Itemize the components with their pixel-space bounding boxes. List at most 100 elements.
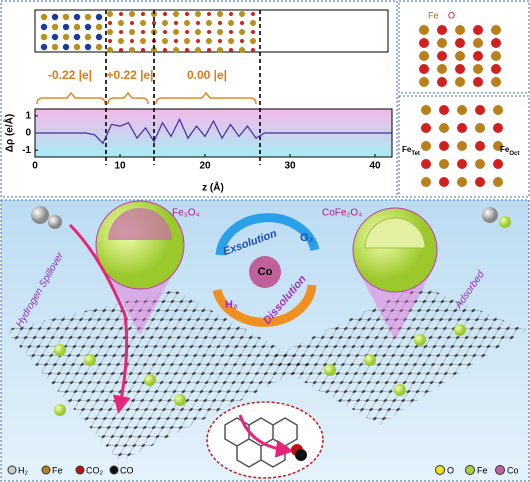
atom (73, 13, 81, 21)
atom (229, 30, 233, 34)
atom (491, 25, 501, 35)
atom (439, 177, 449, 187)
legend-swatch (435, 465, 445, 475)
atom (473, 64, 483, 74)
atom (206, 20, 212, 26)
atom (251, 30, 255, 34)
atom (141, 48, 145, 52)
legend: H₂ Fe CO₂ CO O Fe Co (7, 465, 519, 475)
atom (62, 43, 70, 51)
lattice (224, 417, 298, 468)
atom (491, 77, 501, 87)
atom (419, 64, 429, 74)
site-label: FeTet (402, 145, 420, 156)
atom (174, 21, 178, 25)
atom (207, 30, 211, 34)
atom (62, 23, 70, 31)
legend-label: Fe (52, 465, 63, 475)
boundaries (105, 10, 261, 165)
atom (108, 39, 112, 43)
atom (218, 21, 222, 25)
legend-label: CO (120, 465, 134, 475)
atom (95, 13, 103, 21)
atom (251, 12, 255, 16)
phase-label: CoFe₂O₄ (322, 208, 362, 219)
atom (473, 38, 483, 48)
particle (482, 207, 498, 223)
atom-label: O (448, 10, 455, 20)
data-line (35, 117, 392, 145)
atom (437, 25, 447, 35)
particle (499, 216, 511, 228)
x-tick-label: 0 (32, 161, 38, 172)
graphene-sheet (5, 290, 310, 462)
atom (475, 123, 485, 133)
atom (162, 38, 168, 44)
site-label: Fe (500, 145, 510, 154)
atom (95, 23, 103, 31)
atom (184, 20, 190, 26)
particle (414, 334, 426, 346)
charge-label: 0.00 |e| (187, 68, 227, 82)
scheme-label: O₂ (300, 232, 314, 244)
atom (40, 43, 48, 51)
particle (174, 394, 186, 406)
atom (108, 21, 112, 25)
atom (95, 33, 103, 41)
atom (439, 159, 449, 169)
atom (195, 11, 201, 17)
site-subscript: Tet (411, 151, 420, 157)
legend-swatch (109, 465, 119, 475)
sphere-cut (108, 208, 172, 240)
atom (196, 21, 200, 25)
atom (228, 38, 234, 44)
atom (140, 38, 146, 44)
sphere-cut (364, 217, 426, 249)
atom (130, 21, 134, 25)
atom (239, 47, 245, 53)
cycle-arrow (212, 284, 317, 327)
scheme-label: H₂ (225, 299, 238, 311)
atom (229, 12, 233, 16)
atom (119, 30, 123, 34)
atom (51, 43, 59, 51)
legend-swatch (465, 465, 475, 475)
cycle-arrow (215, 213, 320, 256)
atom (217, 47, 223, 53)
atom (119, 12, 123, 16)
atom (173, 11, 179, 17)
atom (437, 77, 447, 87)
atom (217, 29, 223, 35)
atom (439, 141, 449, 151)
atom (84, 23, 92, 31)
legend-label: Fe (477, 465, 488, 475)
atom (40, 23, 48, 31)
atom (51, 23, 59, 31)
atom (107, 29, 113, 35)
atom (239, 11, 245, 17)
atom (196, 39, 200, 43)
atom (493, 177, 503, 187)
atom (95, 43, 103, 51)
y-axis-label: Δρ (e/Å) (3, 114, 16, 152)
atom (173, 47, 179, 53)
atom (240, 39, 244, 43)
particle (324, 364, 336, 376)
atom (250, 20, 256, 26)
arrow (238, 414, 294, 458)
atom (140, 20, 146, 26)
legend-swatch (41, 465, 51, 475)
atom (129, 47, 135, 53)
particle (454, 324, 466, 336)
atom (207, 48, 211, 52)
atom (491, 64, 501, 74)
slab-box (34, 9, 389, 53)
co-center (249, 256, 281, 288)
atom (51, 33, 59, 41)
braces (36, 91, 257, 105)
charge-label: +0.22 |e| (106, 68, 153, 82)
graphene-sheet (265, 285, 526, 425)
particle (54, 344, 66, 356)
atom (218, 39, 222, 43)
